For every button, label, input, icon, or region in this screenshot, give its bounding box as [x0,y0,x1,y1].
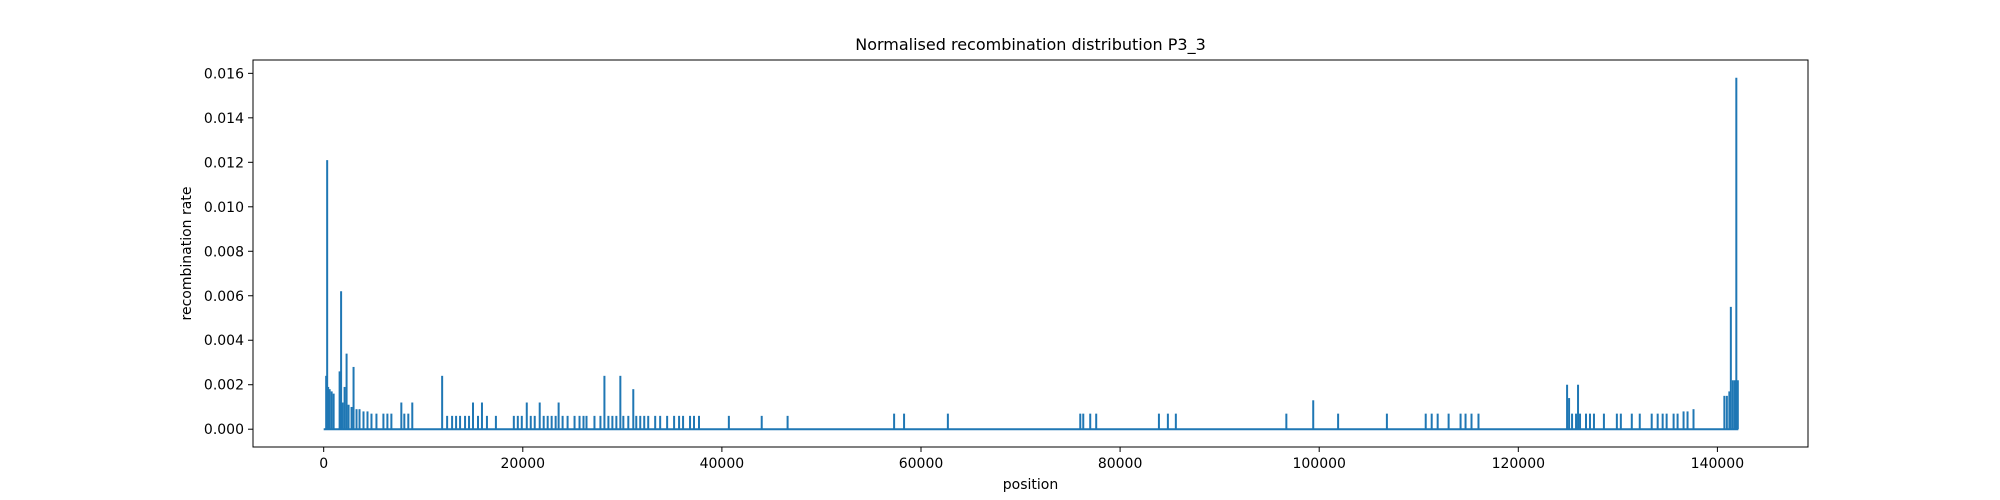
x-tick-label: 0 [319,456,328,472]
y-tick-label: 0.008 [204,244,244,260]
x-tick-label: 100000 [1292,456,1345,472]
plot-area [323,77,1739,431]
y-tick-label: 0.014 [204,111,244,127]
chart-title: Normalised recombination distribution P3… [855,35,1206,55]
x-tick-label: 60000 [899,456,944,472]
y-tick-label: 0.002 [204,378,244,394]
y-axis: 0.000 0.002 0.004 0.006 0.008 0.010 0.012 0.014… [204,66,253,438]
x-tick-label: 20000 [501,456,546,472]
y-tick-label: 0.004 [204,333,244,349]
y-axis-label: recombination rate [179,187,195,321]
x-tick-label: 120000 [1492,456,1545,472]
y-tick-label: 0.016 [204,66,244,82]
x-tick-label: 80000 [1098,456,1143,472]
y-tick-label: 0.010 [204,200,244,216]
y-tick-label: 0.006 [204,289,244,305]
axes-frame [252,59,1809,448]
y-tick-label: 0.012 [204,155,244,171]
x-axis: 0 20000 40000 60000 80000 100000 120000 140000 [319,447,1744,472]
x-axis-label: position [1003,477,1058,493]
y-tick-label: 0.000 [204,422,244,438]
x-tick-label: 140000 [1691,456,1744,472]
x-tick-label: 40000 [700,456,745,472]
